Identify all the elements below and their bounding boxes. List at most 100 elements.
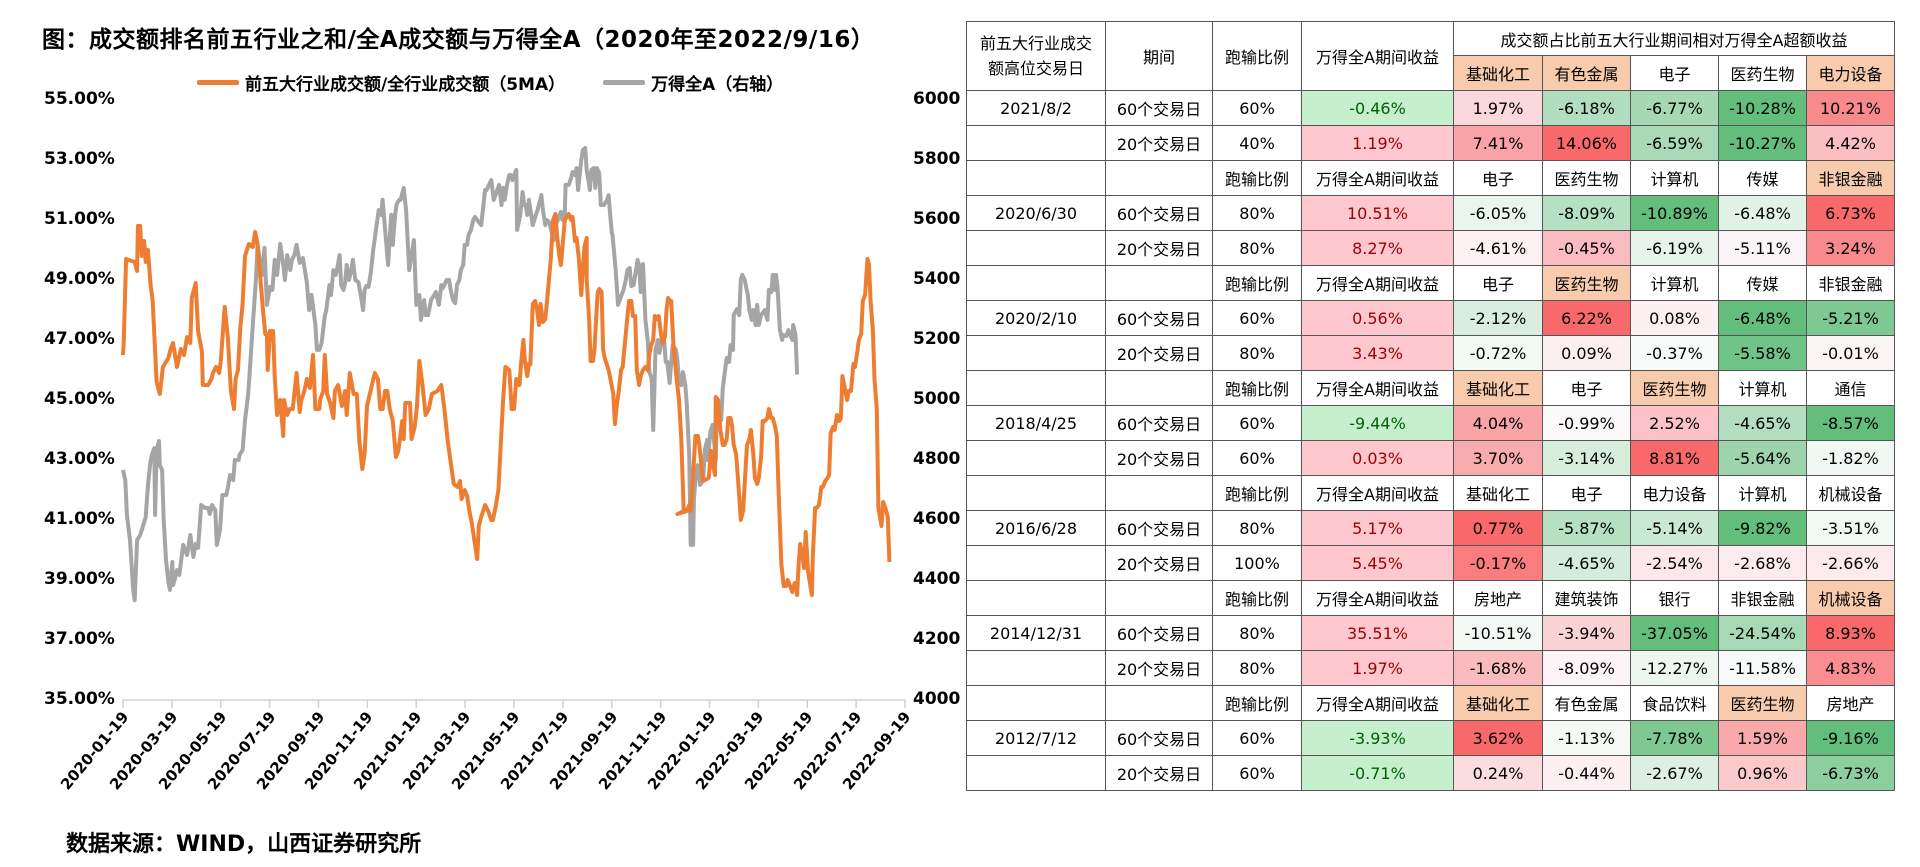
excess-return-cell: 14.06% <box>1542 125 1631 161</box>
excess-return-cell: -10.27% <box>1718 125 1807 161</box>
excess-return-cell: -10.89% <box>1630 195 1719 231</box>
underperform-ratio: 60% <box>1212 300 1302 336</box>
header-period: 期间 <box>1105 21 1213 91</box>
excess-return-cell: -6.73% <box>1806 755 1895 791</box>
excess-return-cell: -5.58% <box>1718 335 1807 371</box>
excess-return-cell: -0.99% <box>1542 405 1631 441</box>
empty-cell <box>966 160 1106 196</box>
excess-return-cell: 0.24% <box>1453 755 1543 791</box>
industry-header-row: 跑输比例 万得全A期间收益 电子 医药生物 计算机 传媒 非银金融 <box>966 265 1895 301</box>
excess-return-cell: -5.14% <box>1630 510 1719 546</box>
underperform-ratio: 80% <box>1212 510 1302 546</box>
peak-date: 2014/12/31 <box>966 615 1106 651</box>
underperform-ratio: 100% <box>1212 545 1302 581</box>
subheader-wind-a-return: 万得全A期间收益 <box>1301 160 1454 196</box>
y-right-tick-label: 4800 <box>913 449 961 469</box>
excess-return-cell: 4.42% <box>1806 125 1895 161</box>
x-axis-ticks <box>122 700 906 708</box>
excess-return-cell: -6.18% <box>1542 90 1631 126</box>
header-wind-a-return: 万得全A期间收益 <box>1301 21 1454 91</box>
y-left-tick-label: 41.00% <box>44 509 115 529</box>
excess-return-cell: -2.66% <box>1806 545 1895 581</box>
empty-cell <box>966 265 1106 301</box>
header-date-line1: 前五大行业成交 <box>979 34 1092 53</box>
y-right-tick-label: 6000 <box>913 89 961 109</box>
industry-name: 电子 <box>1453 265 1543 301</box>
y-left-tick-label: 35.00% <box>44 689 115 709</box>
y-right-tick-label: 4400 <box>913 569 961 589</box>
industry-header-row: 跑输比例 万得全A期间收益 基础化工 电子 电力设备 计算机 机械设备 <box>966 475 1895 511</box>
empty-cell <box>1105 475 1213 511</box>
industry-name: 传媒 <box>1718 160 1807 196</box>
excess-return-cell: -1.82% <box>1806 440 1895 476</box>
subheader-underperform-ratio: 跑输比例 <box>1212 370 1302 406</box>
excess-return-cell: -5.21% <box>1806 300 1895 336</box>
wind-a-return: 8.27% <box>1301 230 1454 266</box>
industry-name: 计算机 <box>1630 160 1719 196</box>
chart-legend: 前五大行业成交额/全行业成交额（5MA） 万得全A（右轴） <box>197 70 821 95</box>
table-row: 20个交易日 60% 0.03% 3.70% -3.14% 8.81% -5.64% -1.8… <box>966 440 1895 476</box>
y-left-tick-label: 45.00% <box>44 389 115 409</box>
industry-name: 电力设备 <box>1806 55 1895 91</box>
wind-a-return: 5.45% <box>1301 545 1454 581</box>
industry-header-row: 跑输比例 万得全A期间收益 房地产 建筑装饰 银行 非银金融 机械设备 <box>966 580 1895 616</box>
excess-return-cell: 1.59% <box>1718 720 1807 756</box>
series-line-wind-a <box>121 146 800 603</box>
peak-date <box>966 230 1106 266</box>
peak-date <box>966 545 1106 581</box>
table-row: 2018/4/25 60个交易日 60% -9.44% 4.04% -0.99% 2.52%… <box>966 405 1895 441</box>
wind-a-return: -0.46% <box>1301 90 1454 126</box>
wind-a-return: 5.17% <box>1301 510 1454 546</box>
excess-return-cell: 1.97% <box>1453 90 1543 126</box>
excess-return-cell: 2.52% <box>1630 405 1719 441</box>
legend-label: 前五大行业成交额/全行业成交额（5MA） <box>245 75 566 95</box>
industry-name: 机械设备 <box>1806 580 1895 616</box>
y-left-tick-label: 39.00% <box>44 569 115 589</box>
y-right-tick-label: 4000 <box>913 689 961 709</box>
table-row: 20个交易日 60% -0.71% 0.24% -0.44% -2.67% 0.96% -6.… <box>966 755 1895 791</box>
underperform-ratio: 80% <box>1212 195 1302 231</box>
excess-return-cell: 6.73% <box>1806 195 1895 231</box>
table-row: 2020/6/30 60个交易日 80% 10.51% -6.05% -8.09% -10.… <box>966 195 1895 231</box>
peak-date <box>966 335 1106 371</box>
empty-cell <box>966 685 1106 721</box>
line-chart-plot <box>121 146 906 708</box>
excess-return-cell: -3.14% <box>1542 440 1631 476</box>
table-row: 20个交易日 80% 1.97% -1.68% -8.09% -12.27% -11.58%… <box>966 650 1895 686</box>
peak-date: 2020/6/30 <box>966 195 1106 231</box>
excess-return-cell: 3.70% <box>1453 440 1543 476</box>
excess-return-cell: -6.48% <box>1718 300 1807 336</box>
table-row: 20个交易日 100% 5.45% -0.17% -4.65% -2.54% -2.68% -… <box>966 545 1895 581</box>
industry-name: 有色金属 <box>1542 55 1631 91</box>
industry-name: 房地产 <box>1453 580 1543 616</box>
excess-return-cell: 0.08% <box>1630 300 1719 336</box>
excess-return-cell: 8.81% <box>1630 440 1719 476</box>
y-right-tick-label: 4200 <box>913 629 961 649</box>
excess-return-cell: 4.04% <box>1453 405 1543 441</box>
wind-a-return: 0.56% <box>1301 300 1454 336</box>
excess-return-cell: -4.65% <box>1542 545 1631 581</box>
subheader-wind-a-return: 万得全A期间收益 <box>1301 580 1454 616</box>
industry-name: 电力设备 <box>1630 475 1719 511</box>
excess-return-cell: -0.45% <box>1542 230 1631 266</box>
y-left-tick-label: 55.00% <box>44 89 115 109</box>
excess-return-cell: -24.54% <box>1718 615 1807 651</box>
underperform-ratio: 60% <box>1212 720 1302 756</box>
peak-date: 2021/8/2 <box>966 90 1106 126</box>
wind-a-return: -3.93% <box>1301 720 1454 756</box>
period: 20个交易日 <box>1105 545 1213 581</box>
excess-return-cell: -10.51% <box>1453 615 1543 651</box>
period: 20个交易日 <box>1105 440 1213 476</box>
excess-return-cell: -0.72% <box>1453 335 1543 371</box>
industry-name: 食品饮料 <box>1630 685 1719 721</box>
empty-cell <box>966 370 1106 406</box>
y-right-tick-label: 5600 <box>913 209 961 229</box>
empty-cell <box>966 475 1106 511</box>
excess-return-cell: 8.93% <box>1806 615 1895 651</box>
legend-swatch-gray <box>603 80 646 85</box>
wind-a-return: 1.97% <box>1301 650 1454 686</box>
peak-date <box>966 650 1106 686</box>
underperform-ratio: 80% <box>1212 615 1302 651</box>
underperform-ratio: 80% <box>1212 335 1302 371</box>
excess-return-cell: -3.94% <box>1542 615 1631 651</box>
